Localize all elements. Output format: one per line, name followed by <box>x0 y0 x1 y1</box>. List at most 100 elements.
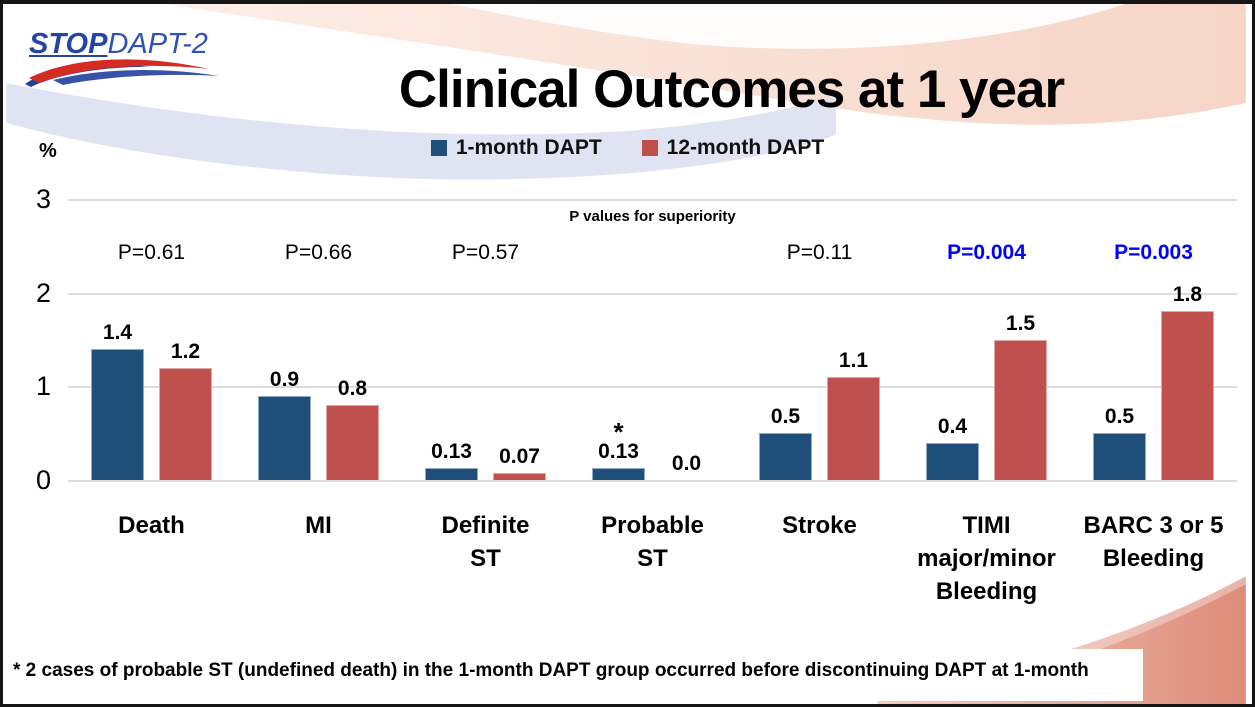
y-tick-label-1: 1 <box>35 371 51 402</box>
bar-value-label: 1.5 <box>1005 311 1036 335</box>
bars-definite-st: 0.13 0.07 <box>402 440 569 480</box>
p-value-label-mi: P=0.66 <box>284 241 353 264</box>
y-tick-label-0: 0 <box>35 465 51 495</box>
gridline-3 <box>68 199 1237 201</box>
p-value-label-death: P=0.61 <box>117 241 186 264</box>
bar-value-label: 0.07 <box>499 445 540 469</box>
bars-barc-3-or-5-bleeding: 0.5 1.8 <box>1070 283 1237 480</box>
bar-value-label: 0.9 <box>269 367 300 391</box>
y-axis-unit-label: % <box>39 140 57 162</box>
bar-barc-3-or-5-bleeding-12month <box>1161 311 1214 480</box>
bar-value-label: 0.13 <box>598 439 639 463</box>
legend-item-12month: 12-month DAPT <box>641 136 825 160</box>
category-label-death: Death <box>35 509 269 542</box>
bar-column-probable-st-12month: 0.0 <box>660 452 713 480</box>
bars-timi-major-minor-bleeding: 0.4 1.5 <box>903 311 1070 480</box>
category-label-barc-3-or-5-bleeding: BARC 3 or 5 Bleeding <box>1037 509 1252 575</box>
chart-legend: 1-month DAPT 12-month DAPT <box>3 136 1252 160</box>
bar-value-label: 0.8 <box>337 377 368 401</box>
bar-column-death-1month: 1.4 <box>91 321 144 480</box>
category-label-line: ST <box>637 545 668 572</box>
gridline-0 <box>68 480 1237 482</box>
bar-column-probable-st-1month: * 0.13 <box>592 416 645 480</box>
bar-column-death-12month: 1.2 <box>159 340 212 480</box>
p-value-label-timi-major-minor-bleeding: P=0.004 <box>947 241 1026 264</box>
p-value-label-stroke: P=0.11 <box>786 241 853 264</box>
bar-definite-st-1month <box>425 467 478 480</box>
bar-column-mi-12month: 0.8 <box>326 377 379 480</box>
footnote: * 2 cases of probable ST (undefined deat… <box>13 660 1089 681</box>
bar-value-label: 0.5 <box>770 405 801 429</box>
y-tick-label-2: 2 <box>35 277 51 308</box>
bar-chart: P values for superiority P=0.61 1.4 1.2 Dea… <box>68 199 1237 605</box>
stopdapt2-logo: STOPDAPT-2 <box>25 28 254 98</box>
category-label-line: Definite <box>441 512 530 539</box>
legend-label-12month: 12-month DAPT <box>666 136 825 159</box>
bar-column-timi-major-minor-bleeding-1month: 0.4 <box>926 415 979 480</box>
bars-death: 1.4 1.2 <box>68 321 235 480</box>
bar-column-barc-3-or-5-bleeding-12month: 1.8 <box>1161 283 1214 480</box>
category-label-line: TIMI <box>962 512 1011 539</box>
bar-column-timi-major-minor-bleeding-12month: 1.5 <box>994 311 1047 480</box>
gridline-2 <box>68 292 1237 295</box>
category-label-line: Probable <box>601 512 704 539</box>
bar-group-definite-st: P=0.57 0.13 0.07 Definite ST <box>402 201 569 572</box>
bars-stroke: 0.5 1.1 <box>736 349 903 480</box>
category-label-stroke: Stroke <box>703 509 937 542</box>
y-tick-label-3: 3 <box>35 184 51 214</box>
legend-swatch-1month-icon <box>430 140 447 156</box>
top-white-wave <box>451 4 1126 49</box>
bar-value-label: 0.5 <box>1104 405 1135 429</box>
bar-timi-major-minor-bleeding-12month <box>994 339 1047 480</box>
bar-column-stroke-1month: 0.5 <box>759 405 812 480</box>
category-label-definite-st: Definite ST <box>369 509 603 575</box>
logo-swoosh-icon <box>25 59 219 87</box>
category-label-line: Bleeding <box>935 578 1038 605</box>
bars-probable-st: * 0.13 0.0 <box>569 416 736 480</box>
bar-value-label: 1.1 <box>838 348 869 372</box>
legend-swatch-12month-icon <box>641 140 658 156</box>
bar-mi-12month <box>326 405 379 480</box>
bar-column-barc-3-or-5-bleeding-1month: 0.5 <box>1093 405 1146 480</box>
bar-column-definite-st-1month: 0.13 <box>425 440 478 480</box>
bar-value-label: 0.4 <box>937 414 968 438</box>
bars-mi: 0.9 0.8 <box>235 368 402 480</box>
bar-group-mi: P=0.66 0.9 0.8 MI <box>235 201 402 539</box>
bar-value-label: 1.2 <box>170 339 201 363</box>
category-label-mi: MI <box>202 509 436 542</box>
bar-death-12month <box>159 367 212 480</box>
legend-item-1month: 1-month DAPT <box>430 136 602 160</box>
asterisk-note: * <box>613 416 624 447</box>
logo-stop-text: STOP <box>29 28 108 60</box>
bar-group-timi-major-minor-bleeding: P=0.004 0.4 1.5 TIMI major/minor Bleeding <box>903 201 1070 605</box>
bar-column-stroke-12month: 1.1 <box>827 349 880 480</box>
category-label-line: ST <box>470 545 501 572</box>
legend-label-1month: 1-month DAPT <box>455 136 602 159</box>
bar-definite-st-12month <box>493 473 546 480</box>
bar-value-label: 1.8 <box>1172 283 1203 307</box>
bar-value-label: 1.4 <box>102 320 133 344</box>
bar-group-barc-3-or-5-bleeding: P=0.003 0.5 1.8 BARC 3 or 5 Bleeding <box>1070 201 1237 572</box>
gridline-1 <box>68 386 1237 389</box>
bar-group-death: P=0.61 1.4 1.2 Death <box>68 201 235 539</box>
bar-probable-st-1month <box>592 467 645 480</box>
category-label-line: Stroke <box>782 512 857 539</box>
category-label-line: Bleeding <box>1102 545 1205 572</box>
bar-barc-3-or-5-bleeding-1month <box>1093 433 1146 480</box>
bar-column-mi-1month: 0.9 <box>258 368 311 480</box>
p-value-label-barc-3-or-5-bleeding: P=0.003 <box>1114 241 1193 264</box>
bar-stroke-12month <box>827 376 880 480</box>
category-label-line: Death <box>118 512 185 539</box>
bar-stroke-1month <box>759 433 812 480</box>
bar-value-label: 0.13 <box>431 439 472 463</box>
bar-group-stroke: P=0.11 0.5 1.1 Stroke <box>736 201 903 539</box>
category-label-probable-st: Probable ST <box>536 509 770 575</box>
slide-title: Clinical Outcomes at 1 year <box>398 59 1065 119</box>
category-label-line: MI <box>305 512 332 539</box>
bar-death-1month <box>91 348 144 480</box>
bar-timi-major-minor-bleeding-1month <box>926 442 979 480</box>
p-value-label-definite-st: P=0.57 <box>451 241 520 264</box>
bar-mi-1month <box>258 395 311 480</box>
category-label-line: major/minor <box>917 545 1056 572</box>
